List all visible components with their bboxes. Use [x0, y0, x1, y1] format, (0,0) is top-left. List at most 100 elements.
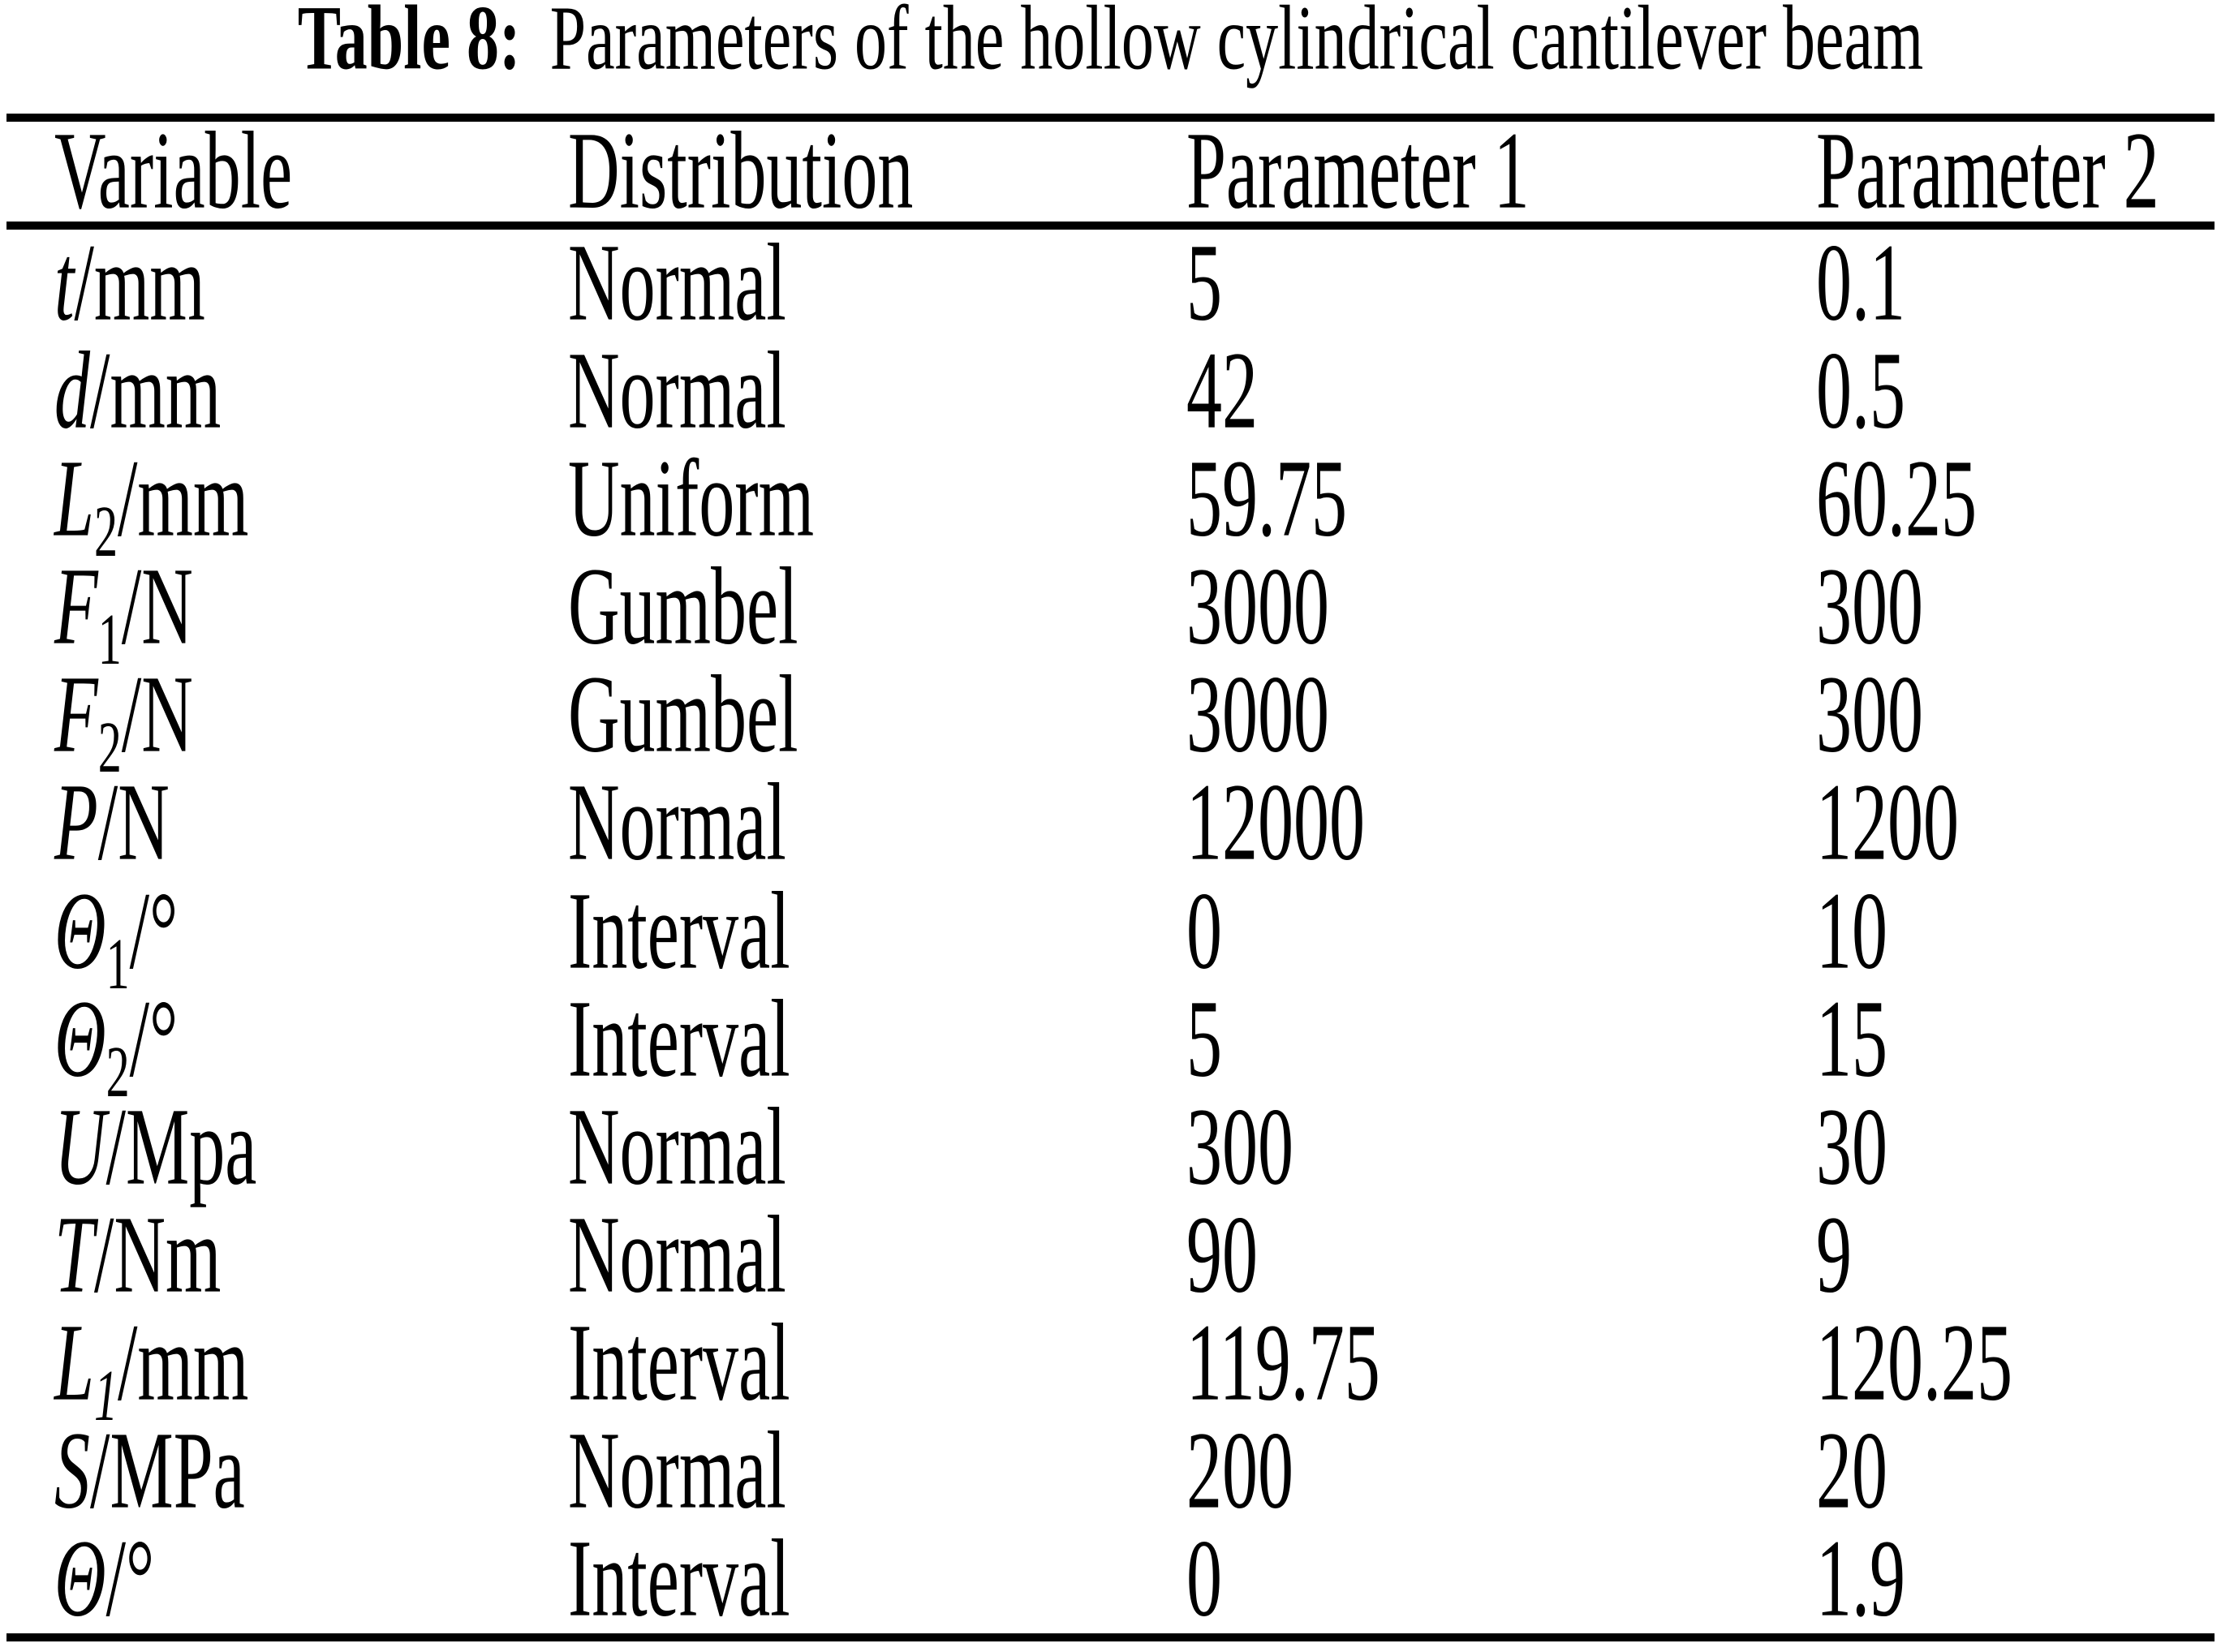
- table-header-rule: [6, 222, 2215, 230]
- parameter-2-cell: 60.25: [1816, 438, 1977, 561]
- distribution-cell: Normal: [568, 1194, 786, 1317]
- variable-symbol: P: [54, 762, 98, 885]
- parameter-1-cell: 119.75: [1186, 1302, 1380, 1425]
- variable-unit: /Mpa: [105, 1086, 257, 1209]
- variable-unit: /Nm: [93, 1194, 222, 1317]
- parameter-1-cell: 5: [1186, 978, 1222, 1101]
- distribution-cell: Interval: [568, 978, 790, 1101]
- table-header-row: Variable Distribution Parameter 1 Parame…: [0, 110, 2221, 233]
- parameter-2-cell: 9: [1816, 1194, 1852, 1317]
- variable-subscript: 1: [93, 1354, 118, 1436]
- variable-cell: Θ/°: [54, 1518, 154, 1640]
- variable-cell: T/Nm: [54, 1194, 221, 1316]
- table-row: Θ/° Interval 0 1.9: [0, 1518, 2221, 1641]
- distribution-cell: Normal: [568, 222, 786, 345]
- variable-unit: /mm: [118, 1302, 249, 1425]
- parameter-2-cell: 300: [1816, 546, 1923, 669]
- variable-cell: U/Mpa: [54, 1086, 256, 1208]
- distribution-cell: Interval: [568, 1302, 790, 1425]
- variable-subscript: 1: [97, 598, 122, 681]
- distribution-cell: Interval: [568, 1518, 790, 1641]
- header-parameter-1: Parameter 1: [1186, 110, 1530, 233]
- variable-cell: t/mm: [54, 222, 205, 344]
- parameter-1-cell: 59.75: [1186, 438, 1347, 561]
- variable-unit: /mm: [90, 330, 222, 453]
- parameter-2-cell: 1.9: [1816, 1518, 1905, 1641]
- variable-unit: /N: [121, 654, 193, 777]
- variable-unit: /MPa: [90, 1410, 245, 1533]
- variable-symbol: Θ: [54, 978, 106, 1101]
- distribution-cell: Normal: [568, 1410, 786, 1533]
- parameter-1-cell: 0: [1186, 870, 1222, 993]
- variable-subscript: 2: [97, 706, 122, 789]
- distribution-cell: Gumbel: [568, 654, 798, 777]
- variable-cell: Θ1/°: [54, 871, 178, 1000]
- table-row: Θ2/° Interval 5 15: [0, 978, 2221, 1108]
- variable-unit: /mm: [118, 438, 249, 561]
- parameter-1-cell: 300: [1186, 1086, 1293, 1209]
- table-row: t/mm Normal 5 0.1: [0, 222, 2221, 345]
- parameter-1-cell: 200: [1186, 1410, 1293, 1533]
- variable-unit: /N: [97, 762, 170, 885]
- parameter-1-cell: 12000: [1186, 762, 1365, 885]
- parameter-2-cell: 20: [1816, 1410, 1887, 1533]
- table-row: T/Nm Normal 90 9: [0, 1194, 2221, 1317]
- table-caption: Table 8: Parameters of the hollow cylindr…: [0, 0, 2221, 89]
- variable-symbol: F: [54, 654, 98, 777]
- variable-unit: /mm: [74, 222, 205, 345]
- variable-subscript: 2: [105, 1030, 130, 1112]
- parameter-2-cell: 30: [1816, 1086, 1887, 1209]
- variable-symbol: t: [54, 222, 75, 345]
- variable-symbol: L: [54, 438, 94, 561]
- variable-symbol: Θ: [54, 870, 106, 993]
- variable-unit: /°: [129, 870, 179, 993]
- variable-subscript: 2: [93, 490, 118, 573]
- variable-symbol: U: [54, 1086, 106, 1209]
- table-caption-text: Parameters of the hollow cylindrical can…: [549, 0, 1924, 89]
- table-caption-label: Table 8:: [297, 0, 521, 89]
- parameter-1-cell: 0: [1186, 1518, 1222, 1641]
- table-row: L2/mm Uniform 59.75 60.25: [0, 438, 2221, 568]
- variable-symbol: T: [54, 1194, 94, 1317]
- distribution-cell: Gumbel: [568, 546, 798, 669]
- variable-subscript: 1: [105, 922, 130, 1005]
- parameter-1-cell: 42: [1186, 330, 1258, 453]
- variable-unit: /N: [121, 546, 193, 669]
- variable-cell: F1/N: [54, 547, 193, 676]
- variable-cell: S/MPa: [54, 1410, 245, 1532]
- header-distribution: Distribution: [568, 110, 914, 233]
- table-caption-text-wrap: Table 8: Parameters of the hollow cylindr…: [298, 0, 1924, 92]
- parameter-2-cell: 10: [1816, 870, 1887, 993]
- parameter-1-cell: 3000: [1186, 546, 1329, 669]
- parameter-2-cell: 0.1: [1816, 222, 1905, 345]
- table-row: F2/N Gumbel 3000 300: [0, 654, 2221, 784]
- table-row: Θ1/° Interval 0 10: [0, 870, 2221, 1000]
- table-row: F1/N Gumbel 3000 300: [0, 546, 2221, 676]
- variable-cell: L2/mm: [54, 439, 248, 568]
- variable-symbol: d: [54, 330, 90, 453]
- parameter-1-cell: 5: [1186, 222, 1222, 345]
- header-parameter-2: Parameter 2: [1816, 110, 2159, 233]
- parameter-1-cell: 90: [1186, 1194, 1258, 1317]
- variable-symbol: S: [54, 1410, 90, 1533]
- distribution-cell: Normal: [568, 762, 786, 885]
- table-row: d/mm Normal 42 0.5: [0, 330, 2221, 453]
- variable-cell: L1/mm: [54, 1302, 248, 1431]
- parameter-1-cell: 3000: [1186, 654, 1329, 777]
- distribution-cell: Interval: [568, 870, 790, 993]
- variable-cell: d/mm: [54, 330, 221, 452]
- parameter-2-cell: 15: [1816, 978, 1887, 1101]
- header-variable: Variable: [54, 110, 293, 233]
- variable-symbol: Θ: [54, 1518, 106, 1641]
- variable-cell: P/N: [54, 763, 170, 884]
- variable-symbol: L: [54, 1302, 94, 1425]
- variable-symbol: F: [54, 546, 98, 669]
- table-top-rule: [6, 114, 2215, 122]
- parameter-2-cell: 120.25: [1816, 1302, 2012, 1425]
- parameter-2-cell: 0.5: [1816, 330, 1905, 453]
- table-bottom-rule: [6, 1633, 2215, 1641]
- distribution-cell: Normal: [568, 1086, 786, 1209]
- variable-cell: F2/N: [54, 655, 193, 784]
- table-row: U/Mpa Normal 300 30: [0, 1086, 2221, 1209]
